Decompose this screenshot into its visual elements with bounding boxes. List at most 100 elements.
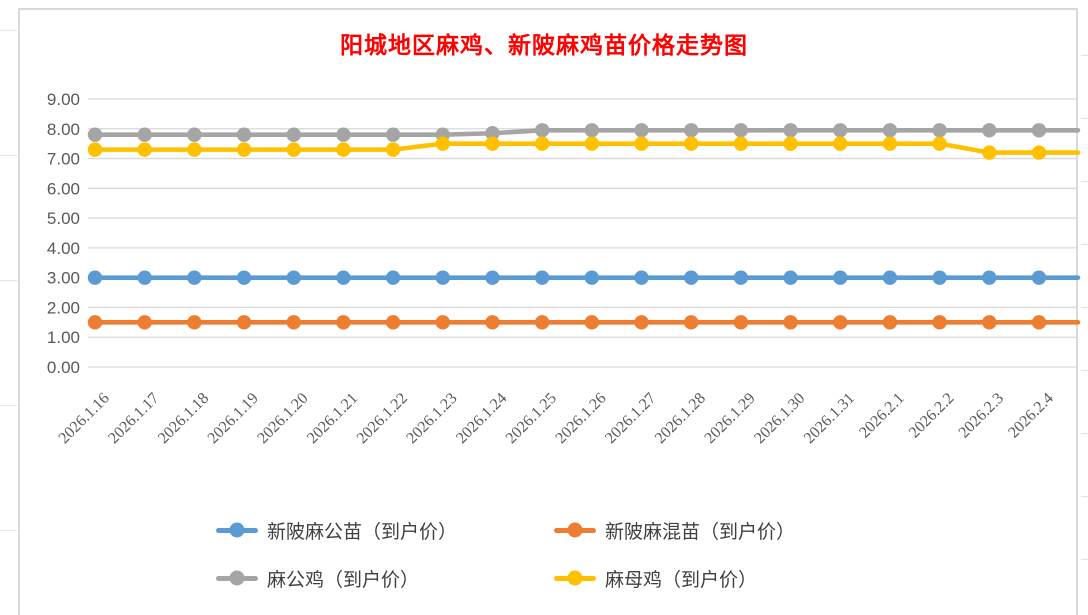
data-point (137, 142, 152, 157)
x-axis-tick-label: 2026.2.1 (856, 390, 908, 442)
legend-item-2[interactable]: 麻公鸡（到户价） (216, 562, 554, 594)
data-point (336, 315, 351, 330)
x-axis-tick-label: 2026.2.4 (1005, 390, 1057, 442)
data-point (882, 136, 898, 151)
chart-title: 阳城地区麻鸡、新陂麻鸡苗价格走势图 (340, 33, 748, 58)
data-point (833, 270, 848, 285)
sheet-row-line (1081, 118, 1088, 119)
x-axis-tick-label: 2026.1.21 (304, 390, 361, 447)
sheet-row-line (1081, 55, 1088, 56)
legend-item-1[interactable]: 新陂麻混苗（到户价） (554, 514, 884, 546)
data-point (733, 270, 749, 285)
data-point (584, 136, 600, 151)
legend-marker-icon (554, 522, 596, 538)
y-axis-tick-label: 9.00 (47, 90, 80, 109)
data-point (783, 136, 798, 151)
data-point (534, 315, 550, 330)
data-point (236, 142, 252, 157)
sheet-row-line (1081, 181, 1088, 182)
x-axis-tick-label: 2026.1.18 (155, 390, 212, 447)
y-axis-tick-label: 2.00 (47, 298, 80, 317)
y-axis-tick-label: 5.00 (47, 209, 80, 228)
data-point (634, 270, 649, 285)
data-point (733, 315, 749, 330)
data-point (684, 136, 699, 151)
sheet-row-line (0, 280, 17, 281)
data-point (634, 136, 649, 151)
data-point (882, 123, 898, 138)
data-point (783, 123, 798, 138)
data-point (435, 315, 450, 330)
sheet-row-line (1081, 307, 1088, 308)
data-point (584, 123, 600, 138)
x-axis-tick-label: 2026.1.25 (503, 390, 560, 447)
sheet-row-line (0, 530, 17, 531)
data-point (932, 270, 947, 285)
data-point (1031, 145, 1047, 160)
data-point (385, 270, 401, 285)
x-axis-tick-label: 2026.1.23 (403, 390, 460, 447)
data-point (932, 136, 947, 151)
chart-object[interactable] (18, 8, 1078, 615)
data-point (286, 142, 301, 157)
data-point (1031, 123, 1047, 138)
data-point (385, 315, 401, 330)
sheet-row-line (1081, 433, 1088, 434)
legend-marker-dot-icon (229, 522, 245, 538)
legend-marker-icon (554, 570, 596, 586)
data-point (336, 127, 351, 142)
data-point (882, 315, 898, 330)
x-axis-tick-label: 2026.1.30 (751, 390, 808, 447)
x-axis-tick-label: 2026.1.29 (701, 390, 758, 447)
data-point (286, 270, 301, 285)
y-axis-tick-label: 0.00 (47, 358, 80, 377)
data-point (833, 123, 848, 138)
data-point (336, 142, 351, 157)
data-point (932, 315, 947, 330)
data-point (87, 127, 103, 142)
data-point (87, 315, 103, 330)
x-axis-tick-label: 2026.1.19 (205, 390, 262, 447)
data-point (982, 270, 997, 285)
y-axis-tick-label: 3.00 (47, 269, 80, 288)
data-point (833, 315, 848, 330)
legend-item-0[interactable]: 新陂麻公苗（到户价） (216, 514, 554, 546)
data-point (584, 315, 600, 330)
data-point (187, 127, 202, 142)
data-point (385, 127, 401, 142)
sheet-row-line (0, 405, 17, 406)
data-point (982, 315, 997, 330)
data-point (137, 127, 152, 142)
legend-label: 新陂麻混苗（到户价） (605, 521, 796, 543)
data-point (534, 123, 550, 138)
data-point (336, 270, 351, 285)
x-axis-tick-label: 2026.1.24 (453, 390, 510, 447)
data-point (1031, 315, 1047, 330)
data-point (534, 270, 550, 285)
data-point (137, 270, 152, 285)
data-point (286, 315, 301, 330)
legend-marker-dot-icon (567, 570, 583, 586)
chart-legend: 新陂麻公苗（到户价） 新陂麻混苗（到户价） 麻公鸡（到户价） 麻母鸡（到户价） (216, 514, 884, 594)
legend-label: 新陂麻公苗（到户价） (267, 521, 458, 543)
sheet-row-line (0, 30, 17, 31)
data-point (932, 123, 947, 138)
x-axis-tick-label: 2026.1.27 (602, 390, 659, 447)
data-point (385, 142, 401, 157)
x-axis-tick-label: 2026.1.28 (652, 390, 709, 447)
data-point (435, 136, 450, 151)
legend-marker-dot-icon (229, 570, 245, 586)
sheet-row-line (1081, 559, 1088, 560)
x-axis-tick-label: 2026.1.16 (56, 390, 113, 447)
data-point (833, 136, 848, 151)
x-axis-tick-label: 2026.1.31 (801, 390, 858, 447)
legend-marker-icon (216, 570, 258, 586)
data-point (435, 270, 450, 285)
x-axis-tick-label: 2026.1.22 (354, 390, 411, 447)
data-point (982, 123, 997, 138)
y-axis-tick-label: 7.00 (47, 150, 80, 169)
data-point (485, 270, 500, 285)
y-axis-tick-label: 6.00 (47, 179, 80, 198)
legend-item-3[interactable]: 麻母鸡（到户价） (554, 562, 884, 594)
